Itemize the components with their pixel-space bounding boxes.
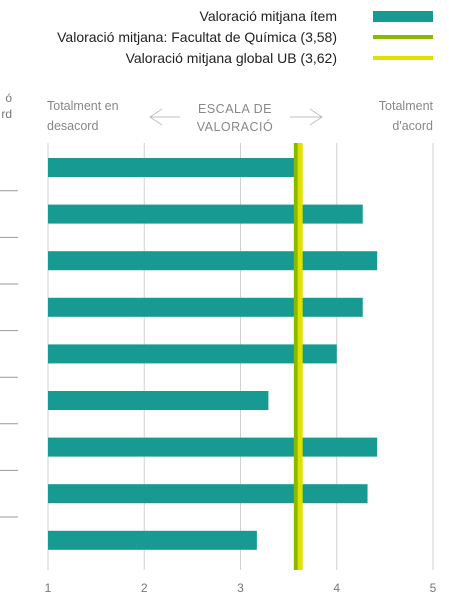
x-tick-label: 3 [237, 581, 244, 595]
bar [48, 297, 363, 317]
bar [48, 437, 378, 457]
x-tick-layer: 1 2 3 4 5 [45, 581, 437, 595]
scale-arrow-left-icon [149, 108, 180, 126]
scale-right-label: Totalment d'acord [379, 96, 433, 136]
legend-item-global: Valoració mitjana global UB (3,62) [0, 48, 449, 68]
x-tick-label: 5 [430, 581, 437, 595]
scale-left-line-2: desacord [47, 119, 99, 133]
legend-label-global: Valoració mitjana global UB (3,62) [125, 50, 337, 66]
reference-line-layer [293, 143, 303, 570]
faculty-mean-line [293, 143, 299, 570]
x-tick-label: 4 [333, 581, 340, 595]
cutoff-label: ó rd [0, 90, 12, 122]
x-tick-label: 1 [45, 581, 52, 595]
scale-right-line-2: d'acord [392, 119, 433, 133]
scale-center-line-1: ESCALA DE [198, 102, 272, 116]
legend-item-bar: Valoració mitjana ítem [0, 6, 449, 26]
bar [48, 344, 337, 364]
legend-label-faculty: Valoració mitjana: Facultat de Química (… [57, 29, 337, 45]
scale-left-line-1: Totalment en [47, 99, 119, 113]
scale-center-line-2: VALORACIÓ [196, 120, 274, 134]
bar-layer [48, 158, 378, 550]
legend-swatch-faculty [373, 35, 433, 39]
cutoff-line-1: ó [5, 91, 12, 105]
x-tick-label: 2 [141, 581, 148, 595]
scale-arrow-right-icon [290, 108, 323, 126]
legend-swatch-global [373, 56, 433, 60]
bar [48, 158, 297, 177]
legend-swatch-bar [373, 11, 433, 22]
bar [48, 204, 363, 224]
legend-label-bar: Valoració mitjana ítem [199, 8, 337, 24]
bar [48, 251, 378, 271]
scale-center-label: ESCALA DE VALORACIÓ [175, 100, 295, 136]
global-mean-line [297, 143, 303, 570]
scale-left-label: Totalment en desacord [47, 96, 119, 136]
scale-right-line-1: Totalment [378, 99, 433, 113]
legend-item-faculty: Valoració mitjana: Facultat de Química (… [0, 27, 449, 47]
bar [48, 391, 269, 410]
bar [48, 530, 257, 550]
cutoff-line-2: rd [1, 107, 12, 121]
bar [48, 484, 368, 504]
